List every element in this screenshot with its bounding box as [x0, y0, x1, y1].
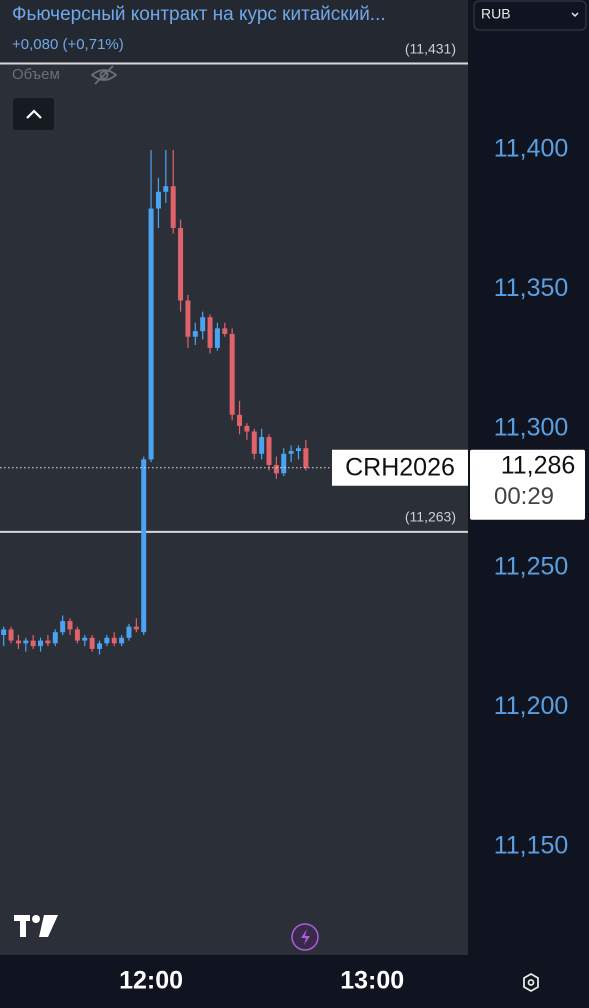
y-tick-label: 11,400	[494, 135, 569, 163]
candle-body	[148, 208, 154, 460]
change-text: +0,080 (+0,71%)	[12, 36, 124, 53]
collapse-button[interactable]	[13, 98, 54, 130]
candle-body	[30, 640, 36, 647]
candle-body	[273, 464, 279, 474]
candle-body	[67, 621, 73, 630]
x-tick-label: 12:00	[119, 967, 183, 995]
candle-body	[237, 414, 243, 426]
candle-body	[303, 448, 309, 468]
candle-body	[74, 629, 80, 641]
candle-body	[23, 640, 29, 644]
symbol-box	[332, 449, 468, 486]
tv-logo	[14, 915, 58, 937]
candle-body	[288, 451, 294, 454]
candle-body	[89, 637, 95, 649]
currency: RUB	[481, 6, 511, 22]
candle-body	[111, 637, 117, 644]
y-tick-label: 11,350	[494, 274, 569, 302]
candle-body	[82, 637, 88, 641]
candle-body	[295, 448, 301, 452]
currency-select[interactable]	[473, 0, 587, 31]
symbol-label: CRH2026	[345, 453, 455, 481]
candle-body	[141, 459, 147, 633]
volume-label: Объем	[12, 66, 60, 83]
settings-icon[interactable]	[523, 972, 539, 993]
y-tick-label: 11,300	[494, 413, 569, 441]
y-tick-label: 11,150	[494, 831, 569, 859]
candle-body	[119, 637, 125, 644]
candle-body	[96, 643, 102, 649]
candle-body	[192, 331, 198, 337]
chart-title: Фьючерсный контракт на курс китайский...	[12, 4, 386, 25]
last-price-box	[470, 449, 585, 520]
candle-body	[52, 632, 58, 644]
candle-body	[185, 300, 191, 337]
candle-body	[229, 333, 235, 415]
candle-body	[126, 626, 132, 638]
high-line-label: (11,431)	[405, 40, 456, 56]
candle-body	[244, 425, 250, 432]
candle-body	[207, 317, 213, 348]
candle-body	[170, 186, 176, 229]
hide-icon[interactable]	[90, 65, 118, 85]
chevron-up	[26, 109, 42, 119]
low-line-label: (11,263)	[405, 509, 456, 525]
candle-body	[251, 431, 257, 454]
dropdown-arrow	[571, 12, 579, 18]
candle-body	[133, 626, 139, 630]
candle-body	[60, 621, 66, 633]
candle-body	[178, 228, 184, 301]
x-tick-label: 13:00	[340, 967, 404, 995]
y-tick-label: 11,250	[494, 553, 569, 581]
candle-body	[259, 437, 265, 454]
candle-body	[214, 328, 220, 348]
header	[0, 0, 468, 62]
candle-body	[155, 191, 161, 209]
candle-body	[38, 640, 44, 647]
candle-body	[281, 453, 287, 474]
candle-body	[45, 640, 51, 644]
candle-body	[104, 637, 110, 644]
y-tick-label: 11,200	[494, 692, 569, 720]
candle-body	[1, 629, 7, 635]
lightning-icon	[301, 929, 310, 945]
candle-body	[8, 629, 14, 641]
candle-body	[163, 186, 169, 192]
candle-body	[266, 437, 272, 465]
candle-body	[15, 640, 21, 644]
candle-body	[222, 328, 228, 334]
countdown-label: 00:29	[494, 483, 554, 510]
last-price-label: 11,286	[501, 451, 576, 479]
candle-body	[200, 317, 206, 332]
